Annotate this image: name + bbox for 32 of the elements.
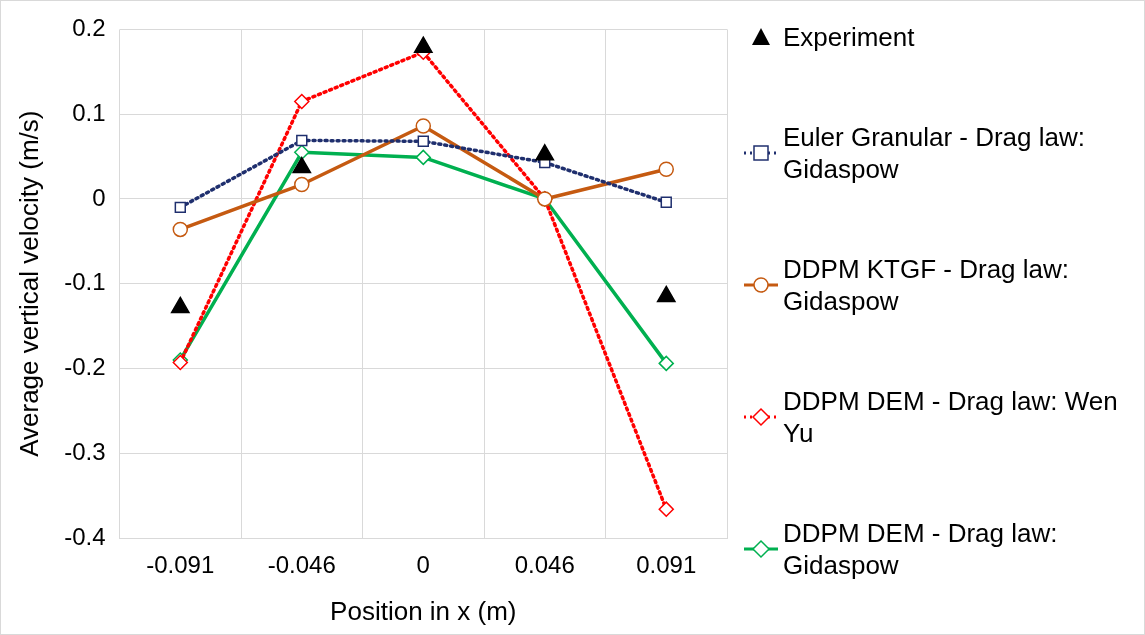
y-tick-label: 0.2: [72, 14, 106, 42]
point: [658, 355, 675, 372]
point: [415, 118, 432, 134]
legend-label: DDPM DEM - Drag law: Wen Yu: [783, 385, 1119, 449]
x-tick-label: -0.046: [267, 551, 336, 579]
legend-label: Euler Granular - Drag law: Gidaspow: [783, 121, 1086, 185]
y-tick-label: -0.4: [64, 522, 106, 550]
point: [658, 501, 675, 517]
point: [658, 161, 675, 178]
y-axis-title: Average vertical velocity (m/s): [13, 110, 44, 457]
x-tick-label: -0.091: [146, 551, 215, 579]
legend-label: Experiment: [783, 21, 915, 53]
point: [660, 196, 672, 209]
y-tick-label: 0: [92, 183, 106, 211]
point: [417, 135, 429, 147]
x-tick-label: 0.046: [514, 551, 575, 579]
point: [294, 144, 310, 161]
point: [296, 134, 308, 147]
point: [294, 176, 310, 193]
legend-label: DDPM KTGF - Drag law: Gidaspow: [783, 253, 1071, 317]
x-tick-label: 0.091: [636, 551, 697, 579]
point: [294, 93, 310, 110]
x-axis-title: Position in x (m): [330, 595, 517, 626]
point: [415, 149, 432, 166]
legend-label: DDPM DEM - Drag law: Gidaspow: [783, 517, 1059, 581]
y-tick-label: -0.3: [64, 437, 106, 465]
point: [174, 201, 186, 214]
y-tick-label: -0.2: [64, 353, 106, 381]
x-tick-label: 0: [416, 551, 430, 579]
y-tick-label: 0.1: [72, 98, 106, 126]
y-tick-label: -0.1: [64, 268, 106, 296]
point: [172, 221, 189, 238]
